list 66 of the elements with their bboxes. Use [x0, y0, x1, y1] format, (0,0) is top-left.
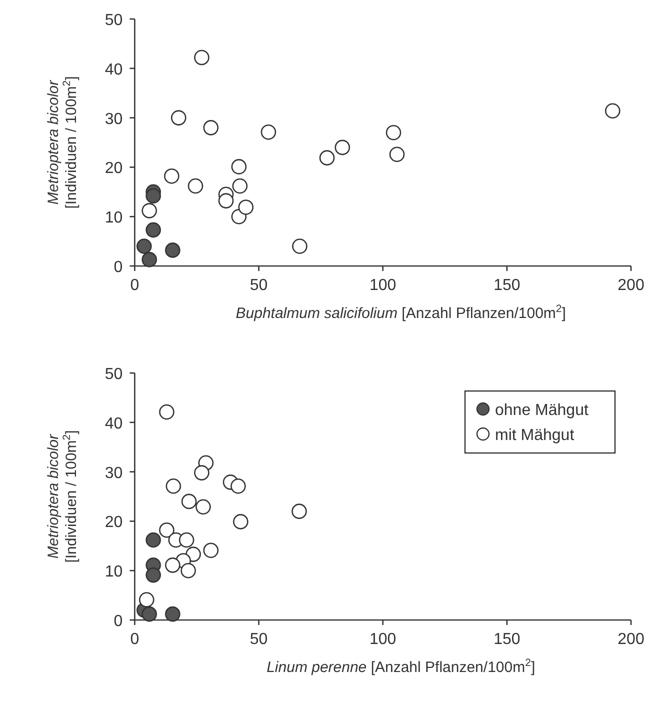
y-tick-label: 0: [114, 259, 123, 276]
y-tick-label: 30: [104, 110, 123, 128]
point: [165, 606, 180, 622]
x-tick-label: 100: [370, 277, 396, 294]
point: [166, 478, 182, 494]
y-tick-label: 30: [104, 464, 123, 482]
x-tick-label: 200: [618, 631, 644, 648]
point: [146, 532, 161, 548]
x-tick-label: 0: [130, 277, 140, 294]
y-tick-label: 40: [104, 61, 123, 78]
legend-label: ohne Mähgut: [495, 402, 589, 419]
point: [292, 238, 308, 254]
y-tick-label: 40: [104, 415, 123, 432]
x-tick-label: 0: [130, 631, 140, 648]
point: [178, 532, 194, 548]
point: [194, 465, 210, 480]
y-tick-label: 10: [104, 564, 123, 581]
point: [196, 499, 211, 515]
point: [181, 494, 197, 510]
x-tick-label: 150: [494, 631, 520, 648]
point: [231, 159, 247, 174]
x-tick-label: 200: [618, 277, 644, 294]
point: [146, 567, 161, 583]
point: [203, 120, 219, 136]
point: [159, 404, 174, 420]
point: [386, 124, 402, 140]
legend-label: mit Mähgut: [495, 427, 575, 444]
point: [334, 140, 350, 156]
point: [180, 562, 196, 578]
point: [170, 110, 186, 126]
point: [232, 178, 248, 194]
x-tick-label: 100: [370, 631, 396, 648]
y-tick-label: 50: [104, 12, 123, 29]
point: [136, 238, 152, 254]
point: [146, 222, 161, 238]
y-tick-label: 20: [104, 160, 123, 178]
point: [194, 50, 210, 66]
point: [188, 178, 204, 194]
x-axis-title: Linum perenne [Anzahl Pflanzen/100m$^{2}$]: [266, 657, 536, 676]
point: [230, 478, 246, 494]
point: [165, 558, 180, 573]
point: [319, 150, 335, 166]
y-tick-label: 0: [114, 613, 123, 630]
point: [142, 606, 157, 622]
point: [138, 592, 154, 608]
point: [142, 203, 157, 218]
point: [233, 514, 248, 530]
x-axis-title: Buphtalmum salicifolium [Anzahl Pflanzen/100m$^{2}$]: [236, 303, 566, 322]
x-tick-label: 50: [250, 631, 268, 648]
point: [238, 200, 254, 215]
x-tick-label: 50: [250, 277, 268, 294]
point: [146, 188, 161, 204]
point: [389, 146, 405, 162]
point: [218, 193, 234, 208]
y-tick-label: 50: [104, 366, 123, 383]
y-tick-label: 10: [104, 210, 123, 227]
point: [292, 504, 307, 519]
point: [604, 103, 620, 119]
point: [260, 124, 276, 140]
point: [203, 542, 219, 558]
x-tick-label: 150: [494, 277, 520, 294]
y-tick-label: 20: [104, 514, 123, 532]
point: [159, 522, 174, 538]
point: [142, 252, 157, 268]
point: [165, 242, 180, 258]
point: [164, 168, 180, 184]
